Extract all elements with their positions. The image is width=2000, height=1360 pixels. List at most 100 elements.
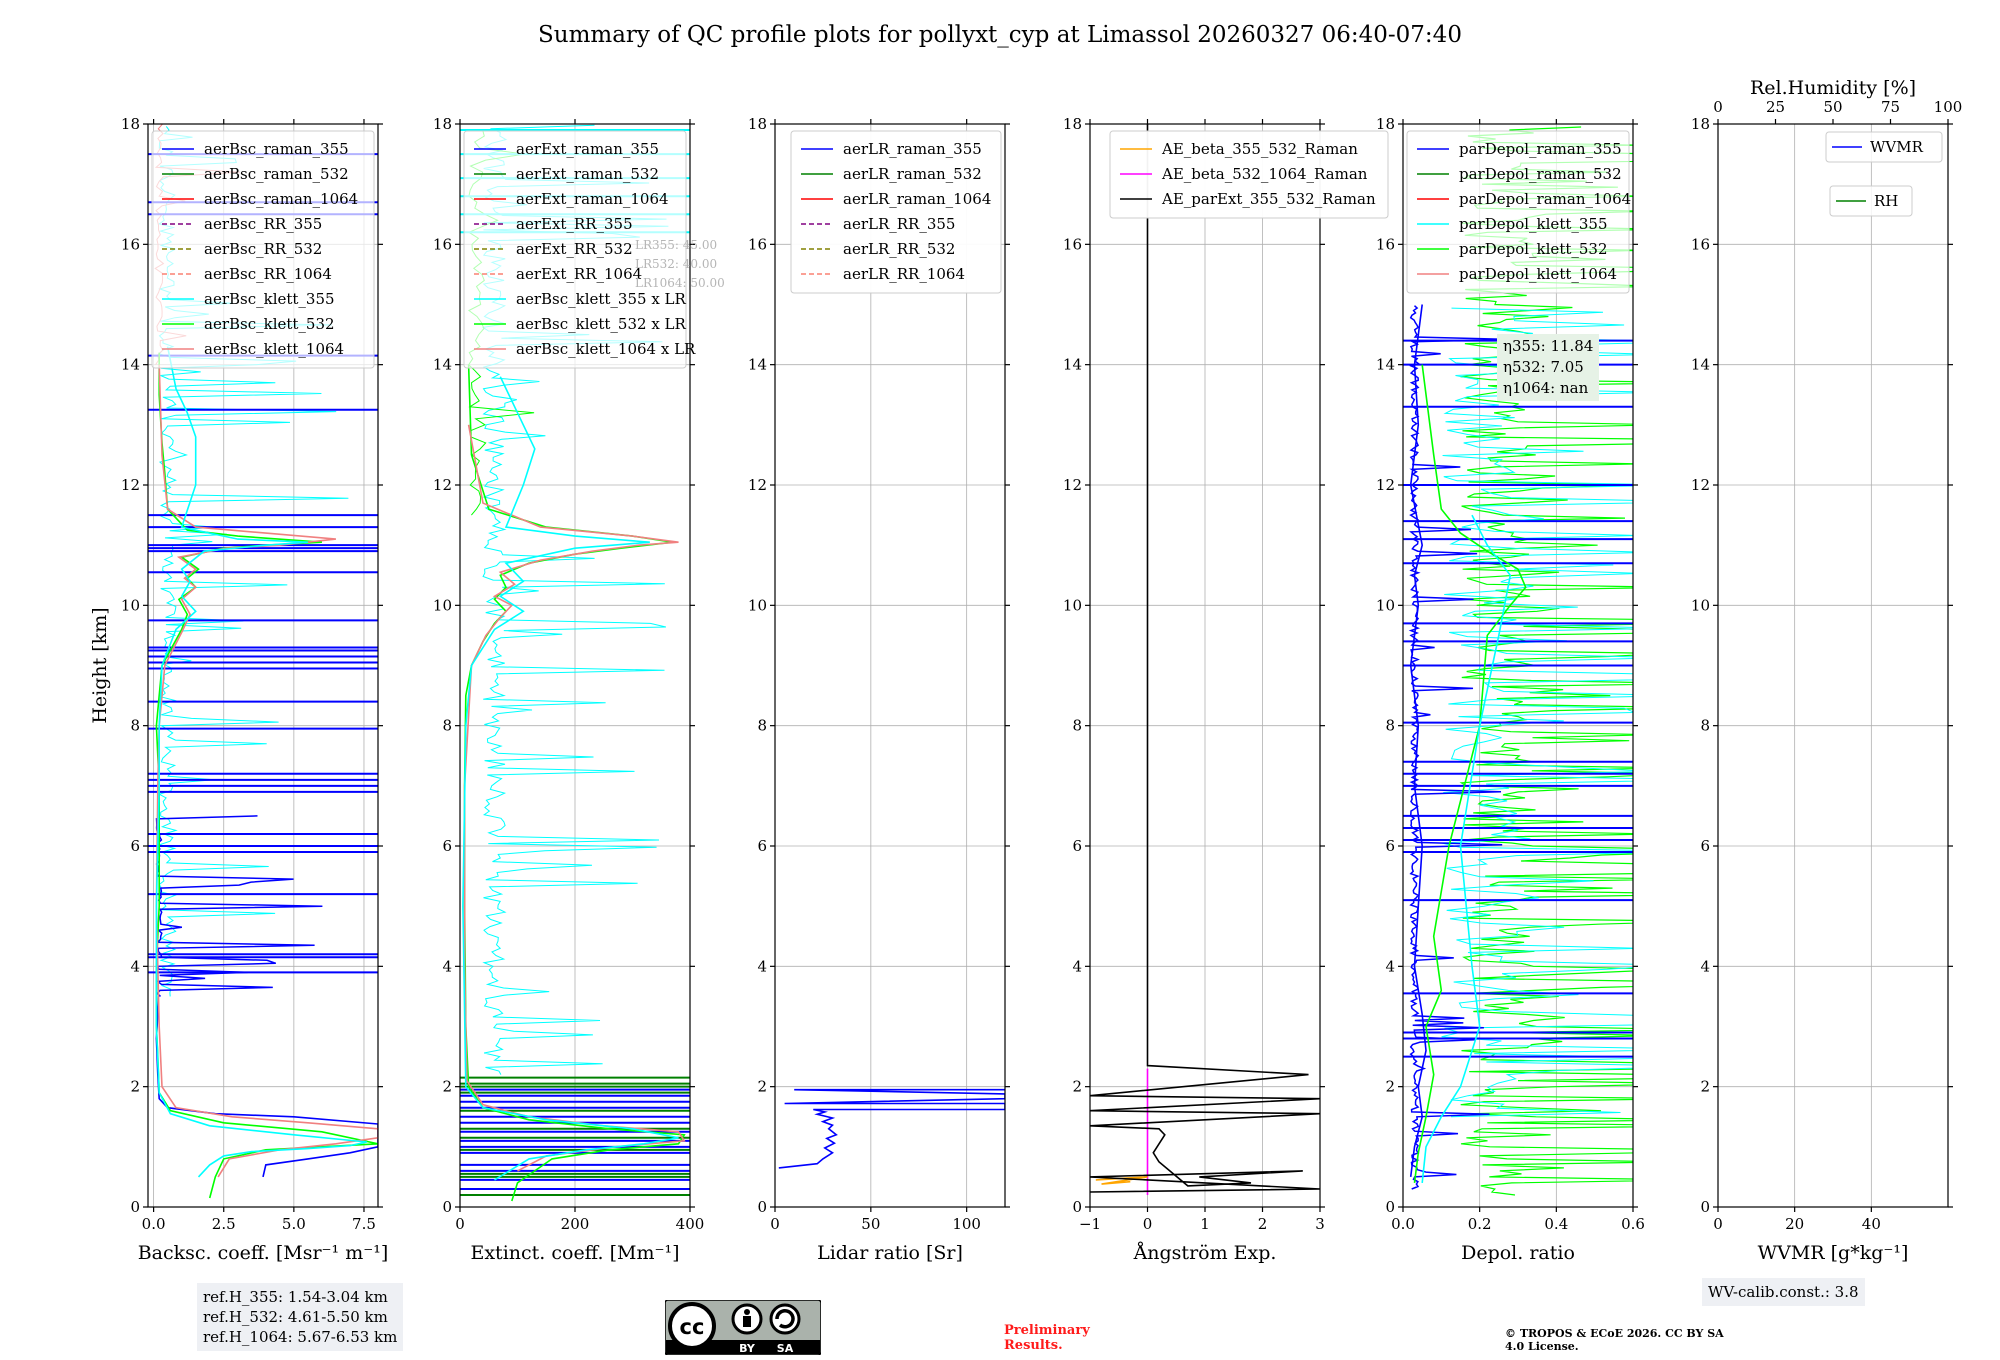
top-x-tick-label: 0 <box>1713 98 1723 116</box>
panel-depolarization: 0 2 4 6 8 10 12 14 16 18 0.0 0.2 0.4 0.6 Depol. ratio p… <box>1376 115 1645 1264</box>
legend-label: AE_parExt_355_532_Raman <box>1161 190 1376 208</box>
y-tick-label: 0 <box>1385 1198 1395 1216</box>
y-tick-label: 14 <box>121 356 140 374</box>
legend-label: aerBsc_klett_532 x LR <box>516 315 687 333</box>
x-tick-label: 7.5 <box>352 1215 376 1233</box>
y-tick-label: 12 <box>1063 476 1082 494</box>
legend-label: AE_beta_532_1064_Raman <box>1161 165 1368 183</box>
cc-icon <box>668 1302 716 1350</box>
series-parDepol_raman_355 <box>1409 304 1427 1178</box>
x-axis-label: Backsc. coeff. [Msr⁻¹ m⁻¹] <box>138 1242 389 1264</box>
y-tick-label: 12 <box>748 476 767 494</box>
eta-calibration-box: η355: 11.84 η532: 7.05 η1064: nan <box>1497 334 1600 401</box>
y-tick-label: 18 <box>433 115 452 133</box>
y-tick-label: 18 <box>121 115 140 133</box>
axes-frame <box>1717 123 1949 1208</box>
legend-label: aerLR_RR_355 <box>843 215 955 233</box>
legend-label: aerExt_RR_532 <box>516 240 633 258</box>
top-x-tick-label: 25 <box>1766 98 1785 116</box>
series-aerBsc_klett_355 x LR <box>462 376 679 1181</box>
panel-extinction: 0 2 4 6 8 10 12 14 16 18 0 200 400 Extinct. coeff. [M… <box>433 115 725 1264</box>
x-axis-label: Depol. ratio <box>1461 1242 1575 1264</box>
ghost-lr-label: LR532: 40.00 <box>635 257 717 271</box>
x-axis-label: Lidar ratio [Sr] <box>817 1242 963 1264</box>
x-tick-label: 0 <box>770 1215 780 1233</box>
legend-box <box>790 130 1002 294</box>
legend-box <box>463 130 687 369</box>
x-tick-label: 2.5 <box>212 1215 236 1233</box>
series-aerBsc_klett_532 <box>155 352 378 1199</box>
legend-label: aerBsc_RR_532 <box>204 240 322 258</box>
y-tick-label: 10 <box>1376 596 1395 614</box>
legend-label: aerBsc_klett_1064 <box>204 340 344 358</box>
axes-frame <box>774 123 1006 1208</box>
x-tick-label: 0.4 <box>1544 1215 1568 1233</box>
y-tick-label: 12 <box>1376 476 1395 494</box>
y-tick-label: 8 <box>1385 717 1395 735</box>
svg-text:cc: cc <box>680 1315 705 1339</box>
legend-label: parDepol_klett_355 <box>1459 215 1608 233</box>
y-tick-label: 6 <box>1700 837 1710 855</box>
axes-frame <box>147 123 379 1208</box>
x-tick-label: −1 <box>1079 1215 1101 1233</box>
y-tick-label: 4 <box>1072 957 1082 975</box>
y-tick-label: 4 <box>1385 957 1395 975</box>
x-tick-label: 0 <box>455 1215 465 1233</box>
legend-label: aerBsc_klett_355 x LR <box>516 290 687 308</box>
plot-area-depolarization <box>1403 126 1633 1196</box>
y-tick-label: 2 <box>130 1078 140 1096</box>
y-tick-label: 6 <box>1072 837 1082 855</box>
y-tick-label: 6 <box>757 837 767 855</box>
y-tick-label: 8 <box>442 717 452 735</box>
x-tick-label: 0 <box>1143 1215 1153 1233</box>
x-tick-label: 200 <box>561 1215 590 1233</box>
x-axis-label: WVMR [g*kg⁻¹] <box>1758 1242 1909 1264</box>
series-aerBsc_klett_1064 x LR <box>463 424 686 1172</box>
y-tick-label: 18 <box>1376 115 1395 133</box>
legend-box <box>1825 131 1943 163</box>
legend-label: aerLR_RR_1064 <box>843 265 965 283</box>
y-tick-label: 16 <box>748 235 767 253</box>
axes-frame <box>1402 123 1634 1208</box>
x-tick-label: 3 <box>1315 1215 1325 1233</box>
x-tick-label: 5.0 <box>282 1215 306 1233</box>
legend-box <box>151 130 375 369</box>
top-x-tick-label: 75 <box>1881 98 1900 116</box>
noise-trace <box>155 815 323 997</box>
x-tick-label: 1 <box>1200 1215 1210 1233</box>
legend-label: AE_beta_355_532_Raman <box>1161 140 1358 158</box>
y-tick-label: 6 <box>130 837 140 855</box>
top-axis-label: Rel.Humidity [%] <box>1750 77 1916 99</box>
x-tick-label: 0.2 <box>1468 1215 1492 1233</box>
legend-label: WVMR <box>1870 138 1924 156</box>
y-tick-label: 2 <box>1700 1078 1710 1096</box>
y-tick-label: 0 <box>757 1198 767 1216</box>
legend-label: aerBsc_raman_532 <box>204 165 349 183</box>
y-tick-label: 2 <box>1072 1078 1082 1096</box>
legend-label: aerBsc_RR_355 <box>204 215 322 233</box>
legend-label: parDepol_raman_1064 <box>1459 190 1631 208</box>
x-tick-label: 20 <box>1785 1215 1804 1233</box>
noise-trace <box>1459 126 1633 1196</box>
legend-label: aerBsc_raman_355 <box>204 140 349 158</box>
top-x-tick-label: 100 <box>1934 98 1963 116</box>
noise-trace <box>1441 307 1633 1118</box>
y-tick-label: 14 <box>1376 356 1395 374</box>
plot-area-lidar_ratio <box>778 1088 1005 1169</box>
y-tick-label: 10 <box>1063 596 1082 614</box>
legend-label: aerExt_raman_1064 <box>516 190 669 208</box>
legend-label: RH <box>1874 192 1898 210</box>
y-tick-label: 12 <box>121 476 140 494</box>
y-tick-label: 8 <box>1700 717 1710 735</box>
series-parDepol_klett_355 <box>1421 514 1512 1183</box>
series-aerLR_raman_355 <box>778 1088 1005 1169</box>
y-tick-label: 4 <box>130 957 140 975</box>
y-tick-label: 6 <box>442 837 452 855</box>
cc-by-text: BY <box>739 1342 756 1355</box>
y-tick-label: 14 <box>433 356 452 374</box>
series-parDepol_klett_532 <box>1413 364 1527 1184</box>
refh-532-label: ref.H_532: 4.61-5.50 km <box>203 1308 388 1326</box>
legend-label: aerExt_raman_355 <box>516 140 659 158</box>
x-tick-label: 0.0 <box>1391 1215 1415 1233</box>
